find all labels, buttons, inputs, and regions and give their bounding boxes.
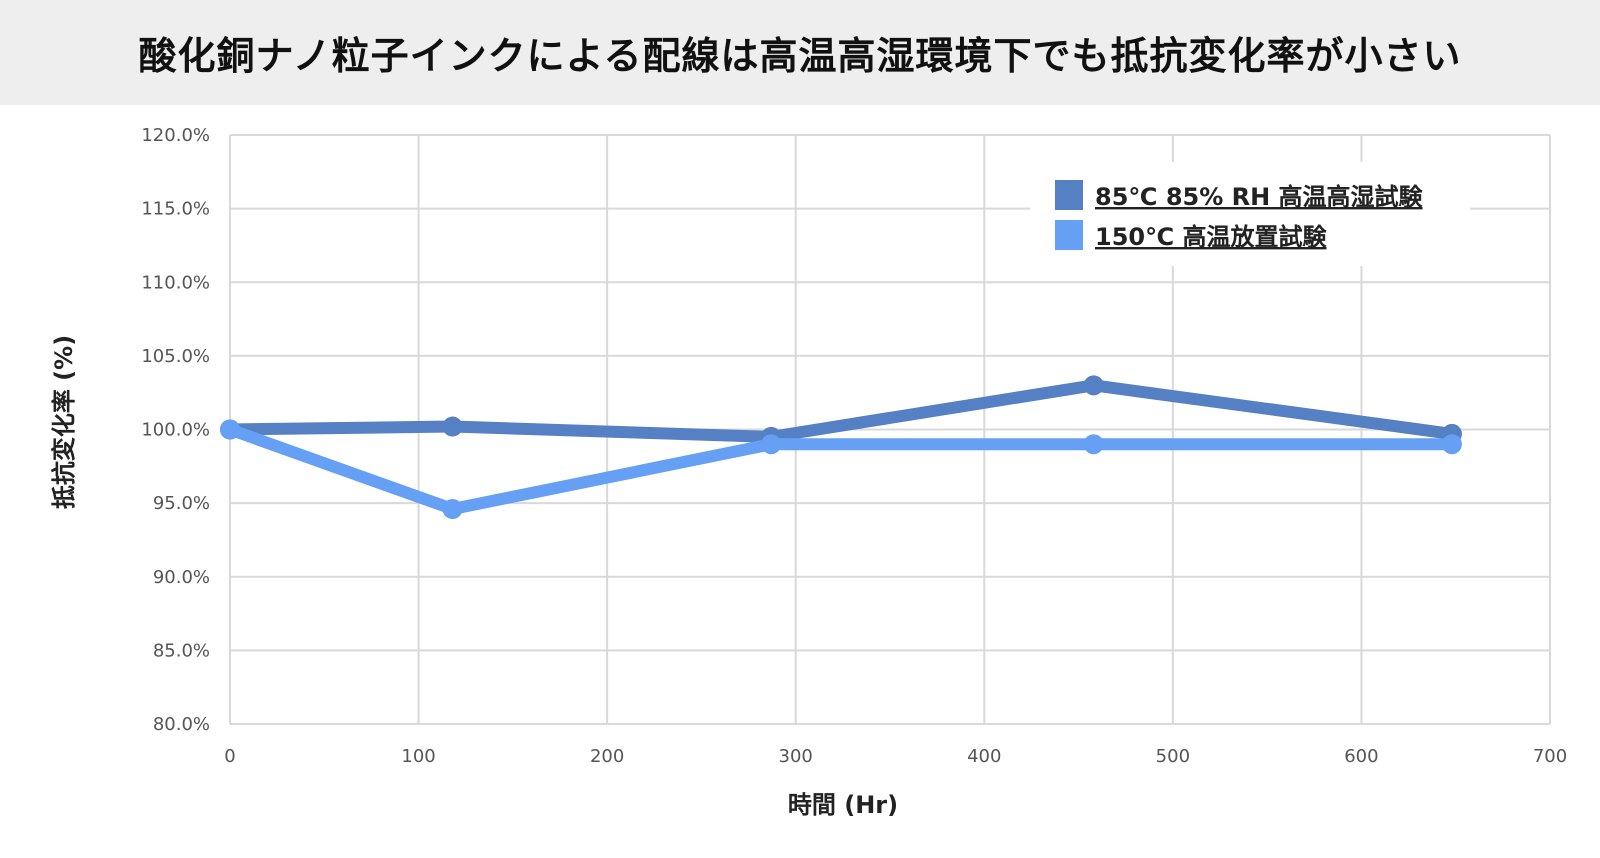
y-tick-label: 95.0% [153,493,210,514]
chart-title: 酸化銅ナノ粒子インクによる配線は高温高湿環境下でも抵抗変化率が小さい [138,34,1462,78]
x-axis-title: 時間 (Hr) [788,791,898,819]
x-tick-label: 600 [1344,746,1378,767]
data-point [220,419,240,440]
y-tick-label: 90.0% [153,567,210,588]
x-tick-label: 700 [1533,746,1567,767]
data-point [1083,434,1104,455]
series-line [224,423,1458,516]
data-point [1441,434,1462,455]
legend-label: 150℃ 高温放置試験 [1095,223,1328,251]
x-tick-label: 0 [224,746,235,767]
x-tick-labels: 0 100 200 300 400 500 600 700 [224,746,1567,767]
legend-label: 85℃ 85% RH 高温高湿試験 [1095,183,1424,211]
y-tick-label: 85.0% [153,640,210,661]
data-point [1083,375,1104,396]
x-tick-label: 200 [590,746,624,767]
chart-legend: 85℃ 85% RH 高温高湿試験 150℃ 高温放置試験 [1030,162,1470,266]
legend-background [1030,162,1470,266]
x-tick-label: 500 [1156,746,1190,767]
y-tick-label: 115.0% [141,199,210,220]
y-tick-label: 100.0% [141,420,210,441]
legend-swatch [1055,180,1083,210]
legend-swatch [1055,220,1083,250]
title-bar: 酸化銅ナノ粒子インクによる配線は高温高湿環境下でも抵抗変化率が小さい [0,0,1600,105]
x-tick-label: 300 [779,746,813,767]
y-tick-label: 110.0% [141,272,210,293]
y-tick-label: 105.0% [141,346,210,367]
data-point [442,416,463,437]
data-point [442,499,463,520]
chart-series [220,375,1462,520]
x-tick-label: 400 [967,746,1001,767]
data-point [761,434,782,455]
y-tick-label: 80.0% [153,714,210,735]
y-axis-title: 抵抗変化率 (%) [50,335,78,509]
x-tick-label: 100 [401,746,435,767]
y-tick-label: 120.0% [141,125,210,146]
y-tick-labels: 80.0% 85.0% 90.0% 95.0% 100.0% 105.0% 110.0% 11… [141,125,210,735]
